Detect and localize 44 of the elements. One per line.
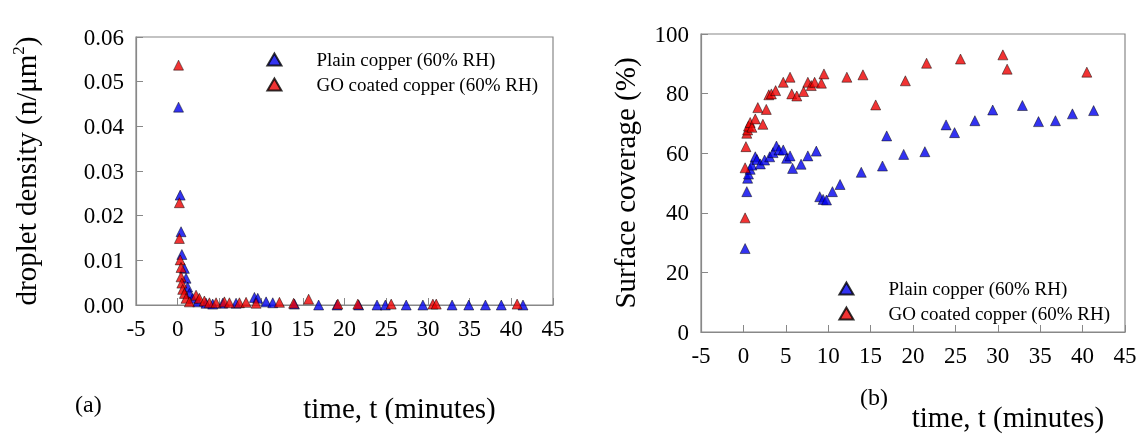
y-axis-title: droplet density (n/μm2) bbox=[9, 36, 43, 306]
x-tick-label: 10 bbox=[816, 343, 840, 368]
x-tick-label: 45 bbox=[541, 316, 565, 341]
text: (b) bbox=[860, 384, 888, 410]
y-tick-label: 20 bbox=[666, 259, 689, 285]
x-axis-title: time, t (minutes) bbox=[911, 400, 1105, 434]
x-tick-label: 15 bbox=[859, 343, 883, 368]
text: (a) bbox=[75, 391, 102, 417]
y-tick-label: 80 bbox=[666, 81, 689, 107]
x-tick-label: 30 bbox=[986, 343, 1010, 368]
y-tick-label: 0.05 bbox=[83, 69, 124, 95]
x-tick-label: -5 bbox=[126, 316, 146, 341]
y-tick-label: 0.01 bbox=[83, 247, 124, 273]
legend-label: Plain copper (60% RH) bbox=[316, 49, 496, 71]
x-tick-label: 5 bbox=[213, 316, 226, 341]
y-tick-label: 100 bbox=[654, 21, 689, 47]
x-tick-label: 15 bbox=[291, 316, 315, 341]
x-tick-label: 25 bbox=[943, 343, 967, 368]
y-axis-title: Surface coverage (%) bbox=[608, 57, 642, 309]
x-tick-label: 10 bbox=[249, 316, 273, 341]
y-tick-label: 60 bbox=[666, 140, 689, 166]
x-tick-label: 45 bbox=[1113, 343, 1137, 368]
legend-label: GO coated copper (60% RH) bbox=[888, 303, 1110, 325]
y-tick-label: 0.02 bbox=[83, 203, 124, 229]
x-tick-label: 40 bbox=[499, 316, 523, 341]
x-tick-label: 40 bbox=[1071, 343, 1095, 368]
y-tick-label: 0.04 bbox=[83, 113, 125, 139]
x-tick-label: -5 bbox=[691, 343, 711, 368]
legend-label: Plain copper (60% RH) bbox=[888, 278, 1068, 300]
x-tick-label: 35 bbox=[458, 316, 482, 341]
y-tick-label: 40 bbox=[666, 200, 689, 226]
y-tick-label: 0.00 bbox=[83, 292, 124, 318]
x-axis-title: time, t (minutes) bbox=[303, 391, 496, 425]
legend-label: GO coated copper (60% RH) bbox=[316, 74, 538, 96]
x-tick-label: 0 bbox=[171, 316, 184, 341]
y-tick-label: 0.03 bbox=[83, 158, 124, 184]
x-tick-label: 0 bbox=[737, 343, 750, 368]
x-tick-label: 5 bbox=[780, 343, 792, 368]
y-tick-label: 0.06 bbox=[83, 24, 124, 50]
x-tick-label: 20 bbox=[901, 343, 925, 368]
x-tick-label: 35 bbox=[1028, 343, 1052, 368]
x-tick-label: 30 bbox=[416, 316, 440, 341]
x-tick-label: 25 bbox=[374, 316, 398, 341]
x-tick-label: 20 bbox=[333, 316, 356, 341]
